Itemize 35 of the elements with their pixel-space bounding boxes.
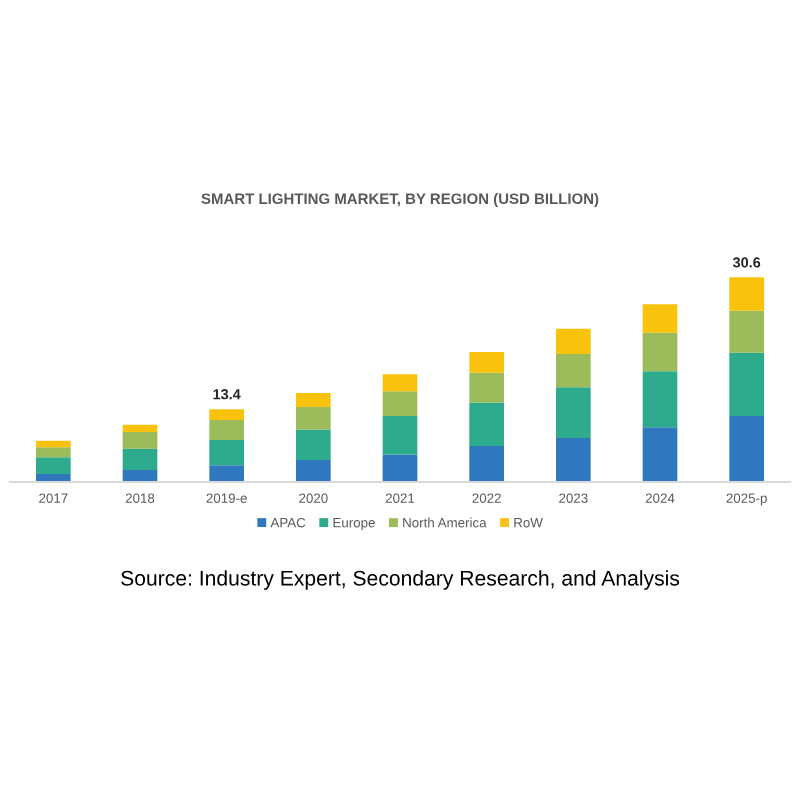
bar — [469, 445, 504, 482]
bar — [469, 352, 504, 373]
bar — [642, 332, 678, 372]
bar — [729, 416, 764, 482]
bar — [469, 402, 504, 446]
bar — [382, 416, 418, 455]
bar — [209, 465, 244, 482]
bar — [556, 354, 591, 388]
bar — [729, 352, 764, 417]
bar — [36, 447, 71, 458]
bar — [382, 374, 418, 392]
bar — [122, 432, 158, 449]
bar — [209, 409, 244, 420]
bar — [556, 438, 591, 482]
bar — [296, 406, 331, 430]
bar — [122, 424, 158, 433]
bar — [296, 392, 331, 407]
bar — [36, 457, 71, 475]
bar — [556, 328, 591, 355]
bar — [209, 440, 244, 466]
source-note: Source: Industry Expert, Secondary Research, and Analysis — [121, 570, 680, 590]
bar — [382, 391, 418, 417]
bar — [209, 419, 244, 441]
bar — [729, 277, 764, 311]
bar — [556, 387, 591, 438]
bar — [122, 448, 158, 470]
bar — [642, 427, 678, 482]
bar — [729, 310, 764, 353]
bar — [36, 440, 71, 448]
bar — [296, 460, 331, 482]
bar — [296, 429, 331, 461]
bar — [642, 304, 678, 333]
bar — [469, 372, 504, 403]
bar — [642, 371, 678, 428]
bar — [382, 454, 418, 482]
